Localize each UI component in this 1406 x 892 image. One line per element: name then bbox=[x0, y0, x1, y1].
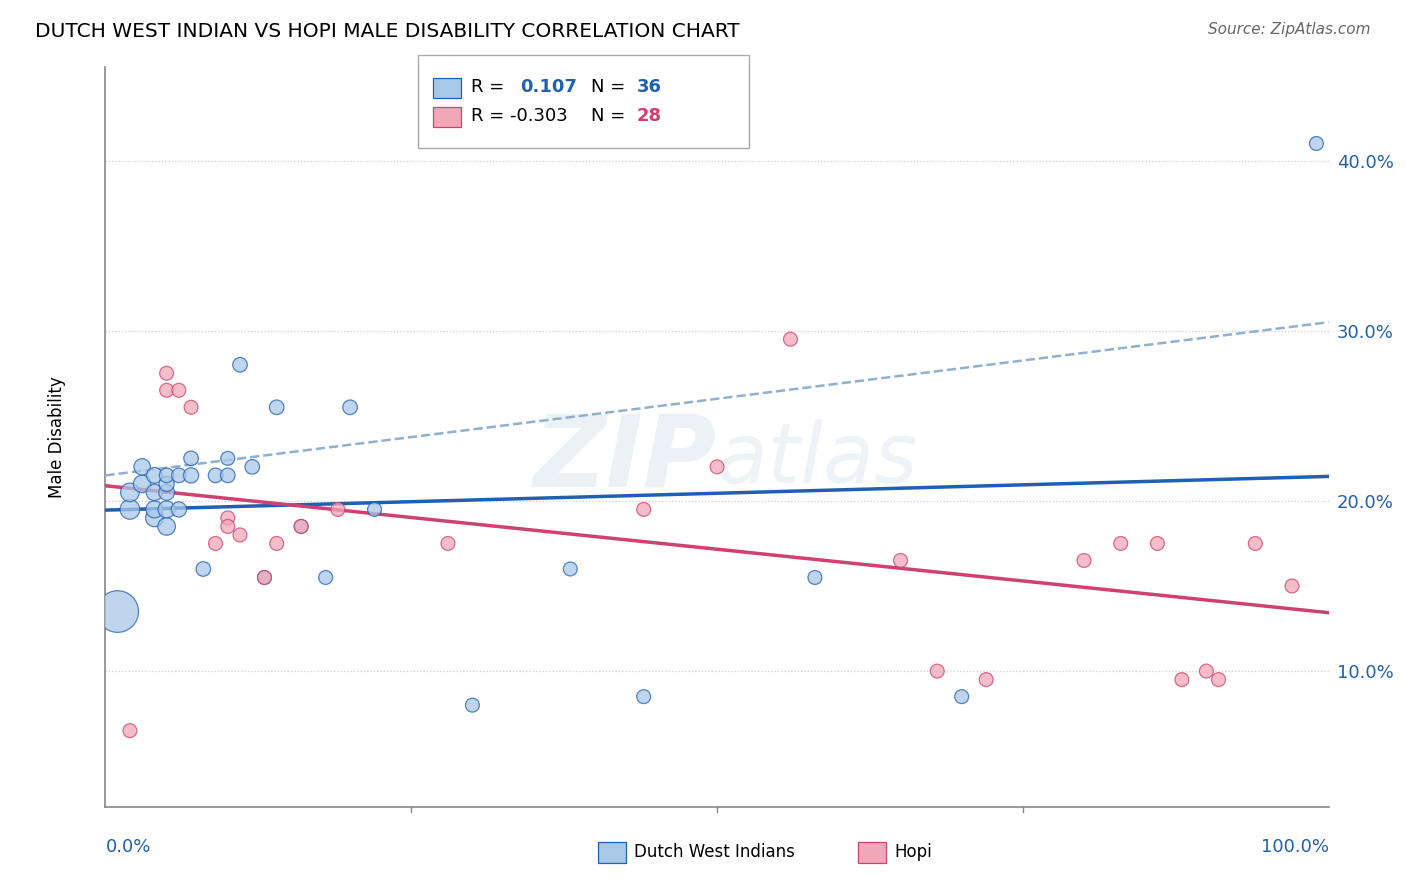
Point bbox=[437, 536, 460, 550]
Point bbox=[1073, 553, 1095, 567]
Point bbox=[118, 485, 141, 500]
Point bbox=[240, 459, 263, 474]
Point bbox=[204, 536, 226, 550]
Point bbox=[193, 562, 215, 576]
Text: ZIP: ZIP bbox=[534, 411, 717, 508]
Point bbox=[363, 502, 385, 516]
Point bbox=[706, 459, 728, 474]
Point bbox=[167, 384, 190, 398]
Point bbox=[180, 451, 202, 466]
Point bbox=[315, 570, 337, 584]
Point bbox=[927, 664, 949, 678]
Point bbox=[633, 502, 655, 516]
Text: atlas: atlas bbox=[717, 418, 918, 500]
Point bbox=[974, 673, 997, 687]
Point bbox=[107, 605, 129, 619]
Point bbox=[339, 401, 361, 415]
Point bbox=[167, 468, 190, 483]
Point bbox=[118, 723, 141, 738]
Point bbox=[253, 570, 276, 584]
Point bbox=[217, 519, 239, 533]
Point bbox=[326, 502, 349, 516]
Text: DUTCH WEST INDIAN VS HOPI MALE DISABILITY CORRELATION CHART: DUTCH WEST INDIAN VS HOPI MALE DISABILIT… bbox=[35, 22, 740, 41]
Point bbox=[156, 366, 179, 380]
Point bbox=[560, 562, 582, 576]
Point bbox=[950, 690, 973, 704]
Point bbox=[167, 502, 190, 516]
Point bbox=[131, 476, 153, 491]
Point bbox=[1281, 579, 1303, 593]
Point bbox=[229, 358, 252, 372]
Text: N =: N = bbox=[591, 107, 624, 125]
Text: R =: R = bbox=[471, 78, 505, 96]
Point bbox=[1146, 536, 1168, 550]
Point bbox=[143, 502, 166, 516]
Text: R = -0.303: R = -0.303 bbox=[471, 107, 568, 125]
Point bbox=[156, 384, 179, 398]
Point bbox=[118, 502, 141, 516]
Point bbox=[253, 570, 276, 584]
Point bbox=[1109, 536, 1132, 550]
Text: 100.0%: 100.0% bbox=[1261, 838, 1329, 856]
Point bbox=[290, 519, 312, 533]
Point bbox=[143, 468, 166, 483]
Point bbox=[217, 511, 239, 525]
Point bbox=[1305, 136, 1327, 151]
Text: Dutch West Indians: Dutch West Indians bbox=[634, 843, 794, 861]
Point bbox=[1208, 673, 1230, 687]
Point bbox=[156, 485, 179, 500]
Point bbox=[131, 459, 153, 474]
Text: Male Disability: Male Disability bbox=[48, 376, 66, 498]
Text: 0.107: 0.107 bbox=[520, 78, 576, 96]
Point bbox=[290, 519, 312, 533]
Text: 36: 36 bbox=[637, 78, 662, 96]
Text: Source: ZipAtlas.com: Source: ZipAtlas.com bbox=[1208, 22, 1371, 37]
Point bbox=[156, 476, 179, 491]
Text: Hopi: Hopi bbox=[894, 843, 932, 861]
Point bbox=[156, 519, 179, 533]
Point bbox=[804, 570, 827, 584]
Point bbox=[889, 553, 911, 567]
Point bbox=[633, 690, 655, 704]
Point bbox=[461, 698, 484, 713]
Point bbox=[156, 468, 179, 483]
Point bbox=[266, 536, 288, 550]
Text: 0.0%: 0.0% bbox=[105, 838, 150, 856]
Text: N =: N = bbox=[591, 78, 624, 96]
Point bbox=[779, 332, 801, 346]
Point bbox=[143, 485, 166, 500]
Point bbox=[143, 511, 166, 525]
Point bbox=[1195, 664, 1218, 678]
Text: 28: 28 bbox=[637, 107, 662, 125]
Point bbox=[1171, 673, 1194, 687]
Point bbox=[217, 451, 239, 466]
Point bbox=[217, 468, 239, 483]
Point bbox=[156, 502, 179, 516]
Point bbox=[266, 401, 288, 415]
Point bbox=[180, 401, 202, 415]
Point bbox=[229, 528, 252, 542]
Point bbox=[180, 468, 202, 483]
Point bbox=[1244, 536, 1267, 550]
Point bbox=[204, 468, 226, 483]
